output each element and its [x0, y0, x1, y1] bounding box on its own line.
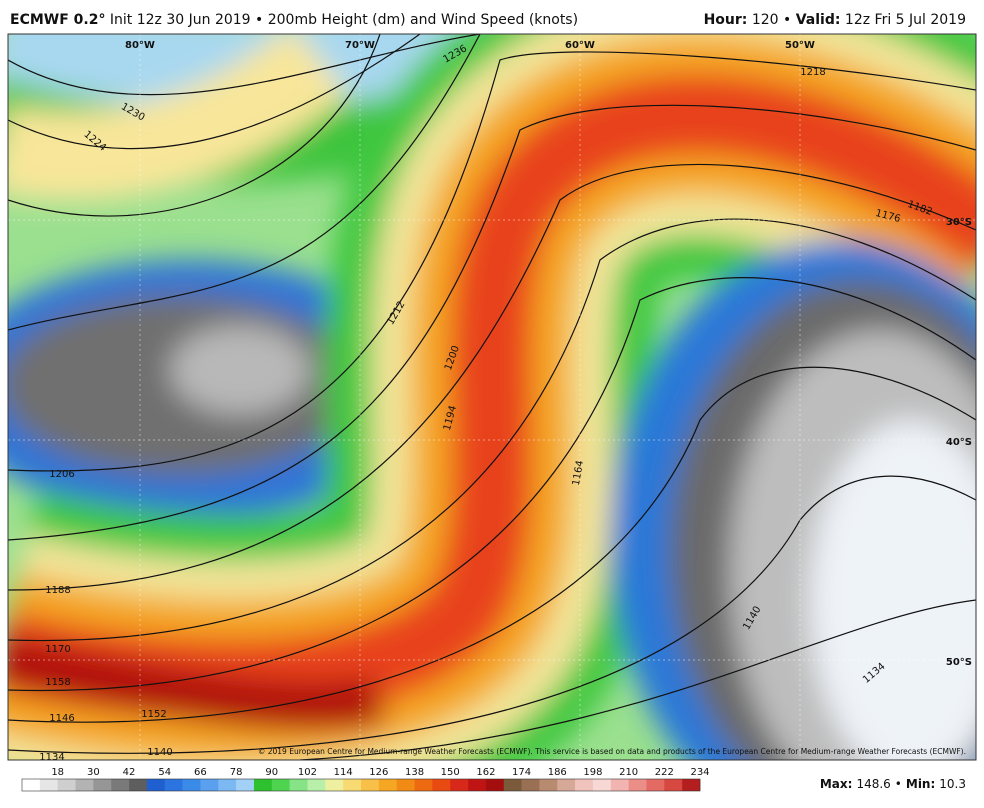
colorbar-swatch: [289, 779, 308, 791]
colorbar-swatch: [146, 779, 166, 791]
colorbar-swatch: [361, 779, 380, 791]
colorbar-swatch: [539, 779, 558, 791]
colorbar-swatch: [682, 779, 701, 791]
colorbar-swatch: [307, 779, 326, 791]
colorbar-swatch: [503, 779, 522, 791]
latitude-label: 30°S: [946, 217, 972, 228]
footer-max: 148.6: [856, 777, 890, 791]
longitude-label: 80°W: [125, 40, 155, 51]
colorbar-label: 210: [619, 767, 638, 778]
description: Init 12z 30 Jun 2019 • 200mb Height (dm)…: [109, 12, 579, 28]
colorbar-label: 186: [548, 767, 567, 778]
contour-label: 1170: [45, 644, 70, 655]
hour: 120: [751, 12, 779, 28]
colorbar-label: 150: [441, 767, 460, 778]
colorbar-swatch: [396, 779, 415, 791]
colorbar-swatch: [468, 779, 487, 791]
colorbar-label: 162: [476, 767, 495, 778]
height-contours: [8, 34, 976, 760]
colorbar-swatch: [39, 779, 58, 791]
colorbar-label: 102: [298, 767, 317, 778]
colorbar-swatch: [575, 779, 594, 791]
header-right: Hour: 120 • Valid: 12z Fri 5 Jul 2019: [704, 12, 966, 28]
wind-field: [8, 34, 976, 760]
colorbar-label: 66: [194, 767, 207, 778]
map-frame: [7, 33, 977, 761]
colorbar-label: 42: [123, 767, 136, 778]
colorbar-label: 54: [158, 767, 171, 778]
colorbar-swatch: [182, 779, 201, 791]
colorbar-swatch: [200, 779, 219, 791]
colorbar-label: 30: [87, 767, 100, 778]
colorbar-swatch: [218, 779, 237, 791]
colorbar-swatch: [521, 779, 540, 791]
colorbar-label: 234: [690, 767, 709, 778]
colorbar-swatch: [378, 779, 397, 791]
latitude-label: 40°S: [946, 437, 972, 448]
colorbar-swatch: [414, 779, 433, 791]
colorbar-label: 78: [230, 767, 243, 778]
colorbar-label: 126: [369, 767, 388, 778]
footer-min: 10.3: [939, 777, 966, 791]
colorbar-swatch: [610, 779, 629, 791]
copyright: © 2019 European Centre for Medium-range …: [258, 747, 966, 756]
valid: 12z Fri 5 Jul 2019: [844, 12, 966, 28]
colorbar-swatch: [164, 779, 183, 791]
colorbar-label: 222: [655, 767, 674, 778]
contour-label: 1152: [141, 709, 166, 720]
valid-label: Valid:: [795, 12, 841, 28]
colorbar-label: 174: [512, 767, 531, 778]
separator: •: [783, 12, 792, 28]
colorbar-swatch: [450, 779, 469, 791]
contour-label: 1134: [39, 752, 64, 763]
colorbar-swatch: [75, 779, 94, 791]
colorbar-swatch: [664, 779, 683, 791]
colorbar-swatch: [111, 779, 130, 791]
model: ECMWF 0.2°: [10, 12, 106, 28]
colorbar-label: 138: [405, 767, 424, 778]
colorbar-swatch: [557, 779, 576, 791]
hour-label: Hour:: [703, 12, 748, 28]
colorbar-frame: [21, 778, 701, 792]
contour-label: 1146: [49, 713, 74, 724]
colorbar-label: 198: [583, 767, 602, 778]
colorbar-swatch: [485, 779, 505, 791]
longitude-label: 50°W: [785, 40, 815, 51]
colorbar-swatch: [325, 779, 344, 791]
footer-stats: Max: 148.6 • Min: 10.3: [820, 777, 966, 791]
contour-label: 1158: [45, 677, 70, 688]
colorbar-swatch: [628, 779, 647, 791]
header-left: ECMWF 0.2° Init 12z 30 Jun 2019 • 200mb …: [10, 12, 578, 28]
colorbar-swatch: [646, 779, 665, 791]
colorbar-swatch: [22, 779, 41, 791]
colorbar-swatch: [432, 779, 451, 791]
latitude-label: 50°S: [946, 657, 972, 668]
contour-label: 1164: [571, 460, 586, 487]
colorbar-swatch: [592, 779, 612, 791]
contour-label: 1206: [49, 469, 74, 480]
longitude-label: 60°W: [565, 40, 595, 51]
contour-label: 1140: [147, 747, 172, 758]
colorbar-label: 90: [265, 767, 278, 778]
colorbar-swatch: [93, 779, 112, 791]
colorbar-swatch: [129, 779, 148, 791]
footer-min-label: Min:: [906, 777, 935, 791]
colorbar-label: 18: [51, 767, 64, 778]
colorbar-swatch: [236, 779, 255, 791]
colorbar-swatch: [253, 779, 273, 791]
footer-max-label: Max:: [820, 777, 853, 791]
colorbar-swatch: [57, 779, 76, 791]
colorbar-swatch: [271, 779, 290, 791]
colorbar-label: 114: [334, 767, 353, 778]
graticule: [8, 34, 976, 760]
colorbar-swatch: [343, 779, 362, 791]
contour-label: 1188: [45, 585, 70, 596]
contour-label: 1218: [800, 67, 825, 78]
longitude-label: 70°W: [345, 40, 375, 51]
footer-separator: •: [895, 777, 902, 791]
